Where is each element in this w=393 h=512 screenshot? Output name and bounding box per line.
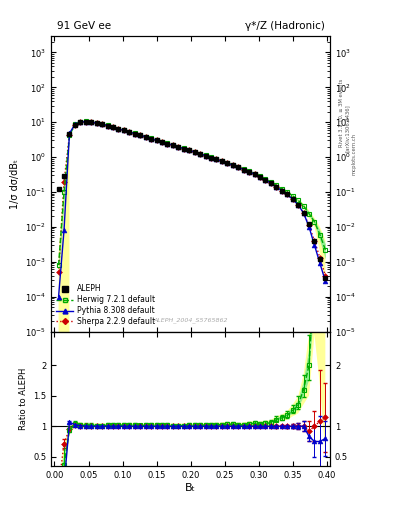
Text: mcplots.cern.ch: mcplots.cern.ch bbox=[351, 133, 356, 175]
Y-axis label: 1/σ dσ/dBₜ: 1/σ dσ/dBₜ bbox=[9, 159, 20, 209]
Text: 91 GeV ee: 91 GeV ee bbox=[57, 22, 111, 31]
Text: γ*/Z (Hadronic): γ*/Z (Hadronic) bbox=[245, 22, 325, 31]
Text: [arXiv:1306.3436]: [arXiv:1306.3436] bbox=[345, 104, 350, 152]
Text: ALEPH_2004_S5765862: ALEPH_2004_S5765862 bbox=[153, 317, 228, 323]
X-axis label: Bₜ: Bₜ bbox=[185, 482, 196, 493]
Text: Rivet 3.1.10, ≥ 3M events: Rivet 3.1.10, ≥ 3M events bbox=[339, 78, 344, 147]
Legend: ALEPH, Herwig 7.2.1 default, Pythia 8.308 default, Sherpa 2.2.9 default: ALEPH, Herwig 7.2.1 default, Pythia 8.30… bbox=[55, 283, 157, 328]
Y-axis label: Ratio to ALEPH: Ratio to ALEPH bbox=[18, 368, 28, 430]
